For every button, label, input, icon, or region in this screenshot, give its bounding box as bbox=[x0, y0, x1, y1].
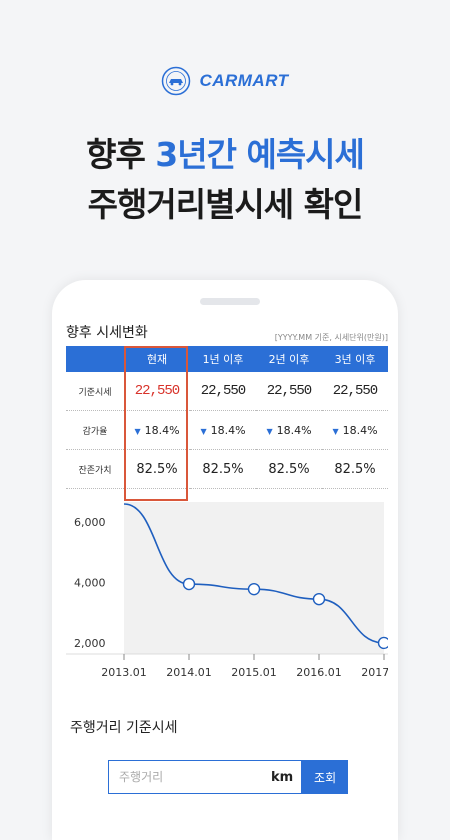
depreciation-cell: ▼ 18.4% bbox=[124, 410, 190, 450]
mileage-input[interactable] bbox=[117, 769, 271, 785]
x-tick-label: 2014.01 bbox=[166, 666, 212, 679]
residual-cell: 82.5% bbox=[124, 449, 190, 489]
data-point bbox=[312, 592, 326, 606]
x-tick-label: 2015.01 bbox=[231, 666, 277, 679]
price-cell: 22,550 bbox=[256, 372, 322, 411]
data-point bbox=[247, 582, 261, 596]
y-tick-label: 6,000 bbox=[74, 516, 106, 529]
section-title: 향후 시세변화 bbox=[66, 325, 148, 341]
data-point bbox=[182, 577, 196, 591]
mileage-search: km 조회 bbox=[108, 760, 348, 794]
table-header-3y: 3년 이후 bbox=[322, 346, 388, 372]
section-note: [YYYY.MM 기준, 시세단위(만원)] bbox=[274, 333, 388, 342]
headline-prefix: 향후 bbox=[86, 135, 156, 174]
price-table: 현재 1년 이후 2년 이후 3년 이후 기준시세 22,550 22,550 … bbox=[66, 346, 388, 489]
depreciation-cell: ▼ 18.4% bbox=[322, 410, 388, 450]
headline-line1: 향후 3년간 예측시세 bbox=[0, 128, 450, 176]
down-arrow-icon: ▼ bbox=[134, 426, 141, 436]
depreciation-value: 18.4% bbox=[144, 423, 180, 437]
mileage-unit: km bbox=[271, 769, 294, 785]
table-header-2y: 2년 이후 bbox=[256, 346, 322, 372]
data-point bbox=[377, 636, 388, 650]
headline-highlight: 3년간 예측시세 bbox=[155, 135, 365, 174]
residual-cell: 82.5% bbox=[322, 449, 388, 489]
price-trend-chart: 2013.01 2014.01 2015.01 2016.01 2017.01 6,000… bbox=[66, 502, 388, 679]
row-label: 잔존가치 bbox=[66, 449, 124, 489]
headline-line2: 주행거리별시세 확인 bbox=[87, 185, 364, 224]
carmart-seal-icon bbox=[162, 66, 191, 96]
table-header-current: 현재 bbox=[124, 346, 190, 372]
x-tick-label: 2017.01 bbox=[361, 666, 388, 679]
table-row-residual: 잔존가치 82.5% 82.5% 82.5% 82.5% bbox=[66, 449, 388, 489]
chart-plot-band bbox=[124, 502, 384, 654]
x-tick-label: 2016.01 bbox=[296, 666, 342, 679]
table-row-base-price: 기준시세 22,550 22,550 22,550 22,550 bbox=[66, 372, 388, 411]
x-tick-label: 2013.01 bbox=[101, 666, 147, 679]
price-cell: 22,550 bbox=[190, 372, 256, 411]
depreciation-cell: ▼ 18.4% bbox=[190, 410, 256, 450]
down-arrow-icon: ▼ bbox=[200, 426, 207, 436]
depreciation-value: 18.4% bbox=[210, 423, 246, 437]
y-tick-label: 2,000 bbox=[74, 637, 106, 650]
table-header-1y: 1년 이후 bbox=[190, 346, 256, 372]
table-row-depreciation: 감가율 ▼ 18.4% ▼ 18.4% ▼ 18.4% ▼ 18.4% bbox=[66, 410, 388, 450]
mileage-section-title: 주행거리 기준시세 bbox=[70, 720, 178, 736]
residual-cell: 82.5% bbox=[256, 449, 322, 489]
down-arrow-icon: ▼ bbox=[332, 426, 339, 436]
phone-speaker bbox=[200, 298, 260, 305]
down-arrow-icon: ▼ bbox=[266, 426, 273, 436]
residual-cell: 82.5% bbox=[190, 449, 256, 489]
y-tick-label: 4,000 bbox=[74, 577, 106, 590]
price-cell: 22,550 bbox=[322, 372, 388, 411]
brand-logo: CARMART bbox=[0, 66, 450, 96]
table-header-row: 현재 1년 이후 2년 이후 3년 이후 bbox=[66, 346, 388, 372]
search-button[interactable]: 조회 bbox=[302, 760, 348, 794]
row-label: 기준시세 bbox=[66, 372, 124, 411]
depreciation-value: 18.4% bbox=[342, 423, 378, 437]
brand-name: CARMART bbox=[199, 71, 289, 90]
depreciation-value: 18.4% bbox=[276, 423, 312, 437]
row-label: 감가율 bbox=[66, 410, 124, 450]
mileage-field: km bbox=[108, 760, 303, 794]
depreciation-cell: ▼ 18.4% bbox=[256, 410, 322, 450]
table-header bbox=[66, 346, 124, 372]
price-cell: 22,550 bbox=[124, 372, 190, 411]
